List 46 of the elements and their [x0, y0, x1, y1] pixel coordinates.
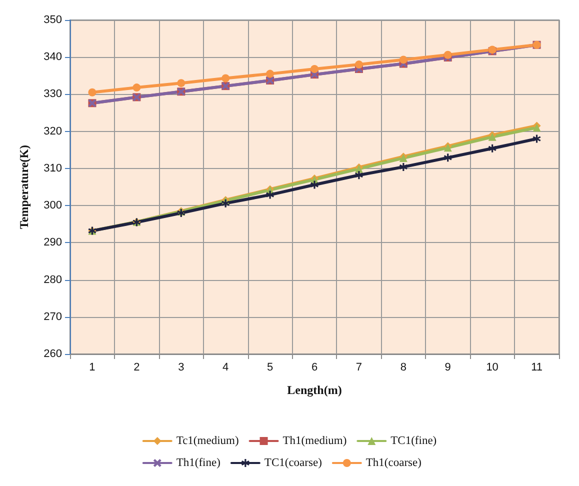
y-tick-label: 310 [44, 162, 62, 174]
legend-label: TC1(fine) [390, 435, 437, 447]
legend-label: Tc1(medium) [176, 435, 239, 447]
x-tick-label: 4 [222, 362, 229, 374]
point [177, 79, 186, 88]
x-tick-label: 2 [134, 362, 140, 374]
point [399, 162, 408, 171]
point [310, 64, 318, 73]
x-tick-label: 8 [400, 362, 406, 374]
point [532, 134, 541, 143]
x-tick-label: 3 [178, 362, 184, 374]
y-tick-label: 330 [44, 88, 62, 100]
x-tick-label: 11 [531, 362, 542, 374]
point [222, 199, 230, 208]
y-tick-label: 320 [44, 125, 62, 138]
point [222, 74, 230, 82]
y-axis-title: Temperature(K) [17, 145, 31, 229]
y-tick-label: 280 [44, 274, 62, 286]
y-tick-label: 260 [44, 348, 62, 360]
y-tick-label: 270 [44, 310, 62, 323]
point [266, 70, 274, 78]
x-axis-title: Length(m) [287, 383, 342, 397]
point [266, 190, 274, 199]
point [310, 180, 318, 189]
legend-label: Th1(coarse) [366, 457, 422, 469]
y-tick-label: 290 [44, 236, 62, 249]
point [399, 56, 408, 64]
x-tick-label: 7 [356, 362, 362, 374]
x-tick-label: 9 [444, 362, 451, 374]
point [354, 60, 363, 69]
y-tick-label: 300 [44, 200, 62, 212]
point [444, 50, 452, 59]
point [88, 88, 96, 96]
x-tick-label: 6 [311, 362, 318, 374]
point [132, 84, 141, 92]
y-tick-label: 350 [44, 14, 62, 26]
y-tick-label: 340 [44, 51, 62, 64]
legend-label: TC1(coarse) [264, 457, 322, 469]
legend-label: Th1(medium) [282, 435, 347, 447]
legend-label: Th1(fine) [176, 457, 221, 469]
point [444, 154, 452, 162]
x-tick-label: 5 [266, 362, 274, 374]
x-tick-label: 1 [89, 362, 96, 374]
x-tick-label: 10 [486, 362, 498, 374]
point [354, 171, 363, 180]
point [488, 144, 496, 152]
